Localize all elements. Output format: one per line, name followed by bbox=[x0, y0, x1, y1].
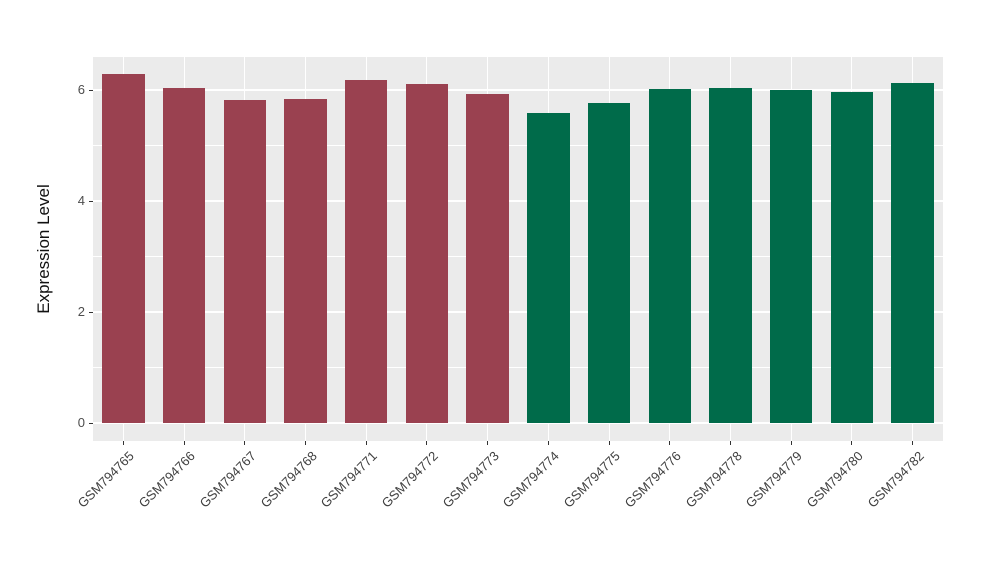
x-tick-label: GSM794768 bbox=[257, 448, 320, 511]
bar-GSM794782 bbox=[891, 83, 934, 424]
bar-GSM794773 bbox=[466, 93, 509, 424]
bar-GSM794778 bbox=[709, 88, 752, 424]
y-gridline-minor bbox=[93, 367, 943, 369]
x-tick-mark bbox=[244, 441, 246, 445]
x-tick-mark bbox=[912, 441, 914, 445]
bar-GSM794780 bbox=[830, 91, 874, 424]
x-tick-mark bbox=[122, 441, 124, 445]
bar-GSM794771 bbox=[344, 80, 388, 424]
bar-GSM794766 bbox=[162, 88, 206, 424]
x-tick-mark bbox=[547, 441, 549, 445]
y-tick-label: 6 bbox=[77, 82, 85, 98]
x-tick-label: GSM794779 bbox=[742, 448, 806, 511]
x-tick-label: GSM794766 bbox=[135, 448, 198, 511]
y-tick-label: 4 bbox=[77, 193, 85, 209]
bar-GSM794774 bbox=[527, 113, 570, 424]
bar-GSM794772 bbox=[405, 84, 449, 424]
x-tick-mark bbox=[669, 441, 671, 445]
x-tick-label: GSM794772 bbox=[378, 448, 441, 511]
y-gridline-major bbox=[93, 89, 943, 92]
bar-GSM794765 bbox=[102, 74, 145, 424]
x-tick-label: GSM794782 bbox=[864, 448, 927, 511]
x-tick-label: GSM794778 bbox=[682, 448, 745, 511]
y-gridline-minor bbox=[93, 145, 943, 147]
x-tick-label: GSM794776 bbox=[621, 448, 684, 511]
x-tick-mark bbox=[487, 441, 489, 445]
x-tick-label: GSM794771 bbox=[317, 448, 381, 511]
x-tick-label: GSM794774 bbox=[500, 448, 563, 511]
x-tick-label: GSM794765 bbox=[75, 448, 138, 511]
x-tick-mark bbox=[183, 441, 185, 445]
x-tick-label: GSM794773 bbox=[439, 448, 502, 511]
x-tick-mark bbox=[365, 441, 367, 445]
bar-GSM794775 bbox=[587, 103, 631, 424]
x-tick-mark bbox=[426, 441, 428, 445]
x-tick-label: GSM794767 bbox=[196, 448, 259, 511]
y-tick-label: 2 bbox=[77, 304, 85, 320]
x-tick-mark bbox=[851, 441, 853, 445]
y-tick-mark bbox=[89, 201, 93, 203]
x-tick-mark bbox=[305, 441, 306, 445]
y-gridline-major bbox=[93, 200, 943, 203]
y-gridline-major bbox=[93, 422, 943, 425]
y-tick-mark bbox=[89, 90, 93, 92]
x-tick-label: GSM794775 bbox=[560, 448, 623, 511]
x-tick-label: GSM794780 bbox=[803, 448, 866, 511]
x-tick-mark bbox=[790, 441, 792, 445]
bar-GSM794768 bbox=[284, 99, 327, 424]
y-axis-title: Expression Level bbox=[34, 184, 53, 314]
y-tick-label: 0 bbox=[77, 415, 85, 431]
y-gridline-minor bbox=[93, 256, 943, 258]
bar-GSM794776 bbox=[648, 89, 692, 424]
bar-GSM794779 bbox=[769, 90, 813, 424]
x-tick-mark bbox=[608, 441, 610, 445]
y-tick-mark bbox=[89, 423, 93, 425]
plot-panel bbox=[93, 57, 943, 441]
bar-GSM794767 bbox=[223, 100, 267, 424]
x-tick-mark bbox=[730, 441, 731, 445]
y-gridline-major bbox=[93, 311, 943, 314]
y-tick-mark bbox=[89, 312, 93, 314]
